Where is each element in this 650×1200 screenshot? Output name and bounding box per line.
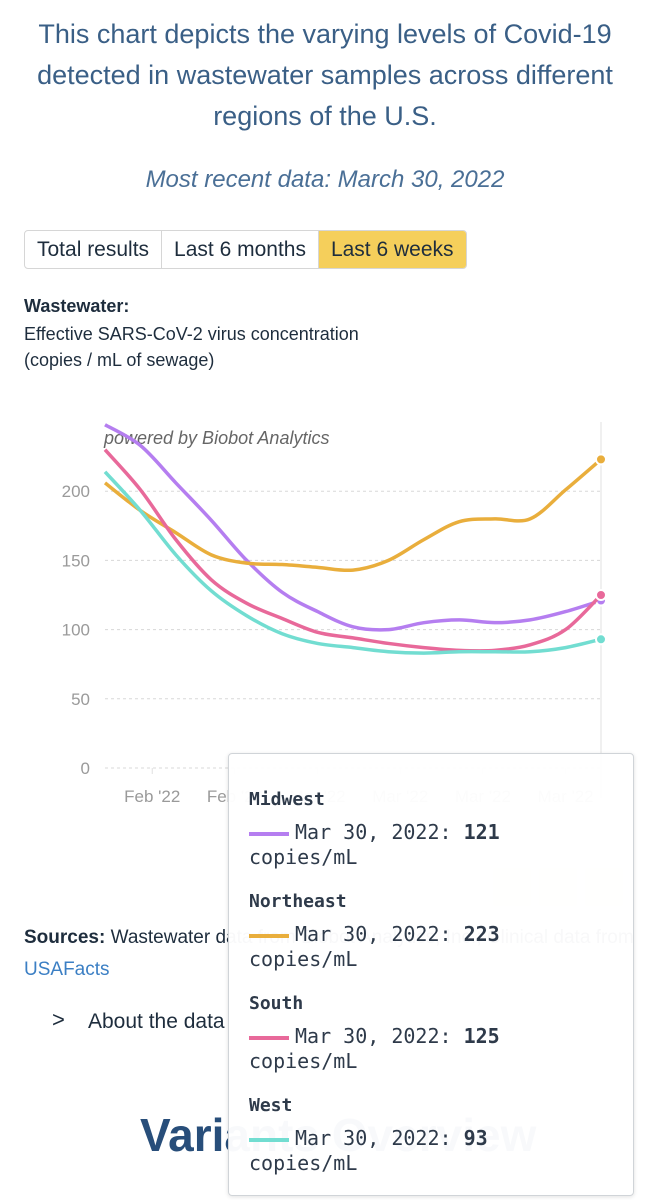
tooltip-row: Mar 30, 2022: 223: [249, 922, 629, 947]
sources-link[interactable]: USAFacts: [24, 959, 110, 980]
series-line: [103, 470, 602, 655]
tab[interactable]: Total results: [25, 231, 163, 268]
about-toggle[interactable]: About the data: [88, 1010, 225, 1033]
sources-label: Sources:: [24, 927, 106, 948]
legend-swatch: [249, 1035, 289, 1040]
recent-date: Most recent data: March 30, 2022: [145, 166, 505, 193]
tab[interactable]: Last 6 weeks: [318, 231, 466, 268]
chart-subtitle: Effective SARS-CoV-2 virus concentration: [24, 324, 359, 344]
y-tick-label: 0: [81, 759, 90, 778]
tooltip-item: Midwest Mar 30, 2022: 121 copies/mL: [249, 787, 629, 870]
tooltip-unit: copies/mL: [249, 1151, 358, 1175]
tooltip-row: Mar 30, 2022: 121: [249, 820, 629, 845]
tooltip-series-name: Midwest: [249, 789, 325, 810]
tab[interactable]: Last 6 months: [162, 231, 319, 268]
tooltip-unit: copies/mL: [249, 947, 358, 971]
chart-unit: (copies / mL of sewage): [24, 350, 215, 370]
x-tick-label: Feb '22: [124, 787, 180, 806]
tab-bar: Total results Last 6 months Last 6 weeks: [24, 230, 467, 269]
tooltip-unit: copies/mL: [249, 1049, 358, 1073]
end-point: [595, 589, 607, 601]
tooltip-item: West Mar 30, 2022: 93 copies/mL: [249, 1093, 629, 1176]
tooltip-value: 121: [463, 820, 500, 844]
tooltip: Midwest Mar 30, 2022: 121 copies/mL Northea…: [228, 753, 634, 1196]
tooltip-date: Mar 30, 2022:: [295, 1126, 452, 1150]
legend-swatch: [249, 933, 289, 938]
tooltip-unit: copies/mL: [249, 845, 358, 869]
y-tick-label: 50: [71, 690, 90, 709]
chart-title: Wastewater:: [24, 296, 130, 316]
tooltip-row: Mar 30, 2022: 93: [249, 1126, 629, 1151]
tooltip-item: South Mar 30, 2022: 125 copies/mL: [249, 991, 629, 1074]
intro-text: This chart depicts the varying levels of…: [37, 19, 613, 131]
end-point: [595, 633, 607, 646]
y-tick-label: 100: [62, 621, 90, 640]
tooltip-value: 93: [463, 1126, 488, 1150]
tooltip-date: Mar 30, 2022:: [295, 820, 452, 844]
tooltip-item: Northeast Mar 30, 2022: 223 copies/mL: [249, 889, 629, 972]
series-line: [104, 423, 602, 632]
chevron[interactable]: >: [52, 1007, 65, 1032]
tooltip-series-name: South: [249, 993, 304, 1014]
tooltip-row: Mar 30, 2022: 125: [249, 1024, 629, 1049]
end-point: [595, 453, 607, 466]
tooltip-value: 125: [463, 1024, 500, 1048]
legend-swatch: [249, 1137, 289, 1142]
tooltip-date: Mar 30, 2022:: [295, 922, 452, 946]
tooltip-date: Mar 30, 2022:: [295, 1024, 452, 1048]
y-tick-label: 200: [62, 482, 90, 501]
watermark: powered by Biobot Analytics: [103, 428, 329, 448]
legend-swatch: [249, 831, 289, 836]
series-line: [103, 458, 603, 573]
tooltip-series-name: West: [249, 1095, 293, 1116]
y-tick-label: 150: [62, 551, 90, 570]
series-line: [103, 448, 603, 653]
tooltip-value: 223: [463, 922, 500, 946]
tooltip-series-name: Northeast: [249, 891, 347, 912]
